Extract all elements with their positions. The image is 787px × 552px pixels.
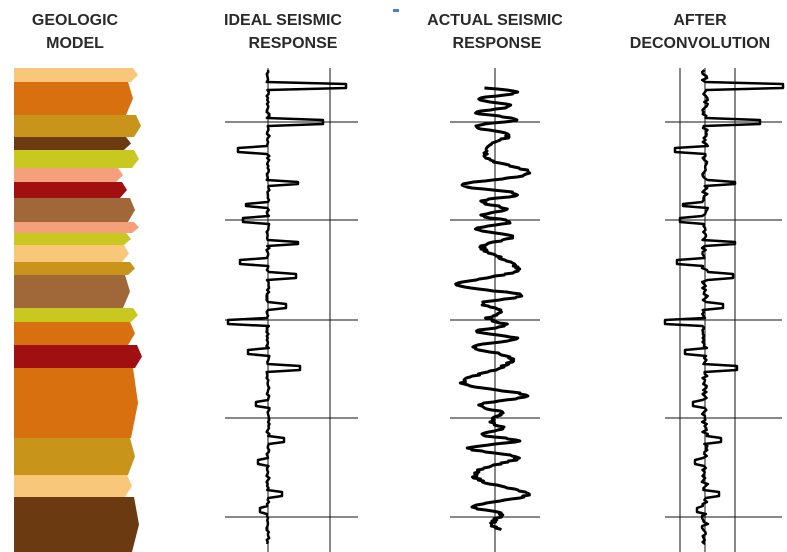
seismic-trace (228, 70, 346, 544)
geologic-column (14, 68, 142, 552)
heading-line: AFTER (673, 12, 727, 29)
rock-layer (14, 497, 139, 552)
heading-line: GEOLOGIC (32, 12, 119, 29)
heading-line: DECONVOLUTION (630, 35, 770, 52)
rock-layer (14, 475, 132, 497)
heading-line: ACTUAL SEISMIC (427, 12, 563, 29)
heading-line: RESPONSE (249, 35, 338, 52)
rock-layer (14, 262, 135, 275)
rock-layer (14, 168, 123, 182)
rock-layer (14, 368, 138, 438)
seismic-trace (665, 70, 783, 544)
rock-layer (14, 308, 138, 322)
rock-layer (14, 222, 139, 233)
rock-layer (14, 150, 139, 168)
rock-layer (14, 275, 130, 308)
rock-layer (14, 82, 133, 115)
heading-line: IDEAL SEISMIC (224, 12, 342, 29)
rock-layer (14, 198, 135, 222)
heading-line: MODEL (46, 35, 104, 52)
rock-layer (14, 68, 138, 82)
rock-layer (14, 245, 129, 262)
rock-layer (14, 137, 131, 150)
rock-layer (14, 182, 127, 198)
marker (393, 9, 399, 12)
rock-layer (14, 115, 141, 137)
page: GEOLOGIC MODEL IDEAL SEISMIC RESPONSE AC… (0, 0, 787, 552)
seismic-trace (456, 88, 530, 530)
rock-layer (14, 438, 135, 475)
seismic-panels (225, 68, 783, 552)
rock-layer (14, 322, 135, 345)
figure: GEOLOGIC MODEL IDEAL SEISMIC RESPONSE AC… (0, 0, 787, 552)
rock-layer (14, 345, 142, 368)
rock-layer (14, 233, 131, 245)
heading-line: RESPONSE (453, 35, 542, 52)
